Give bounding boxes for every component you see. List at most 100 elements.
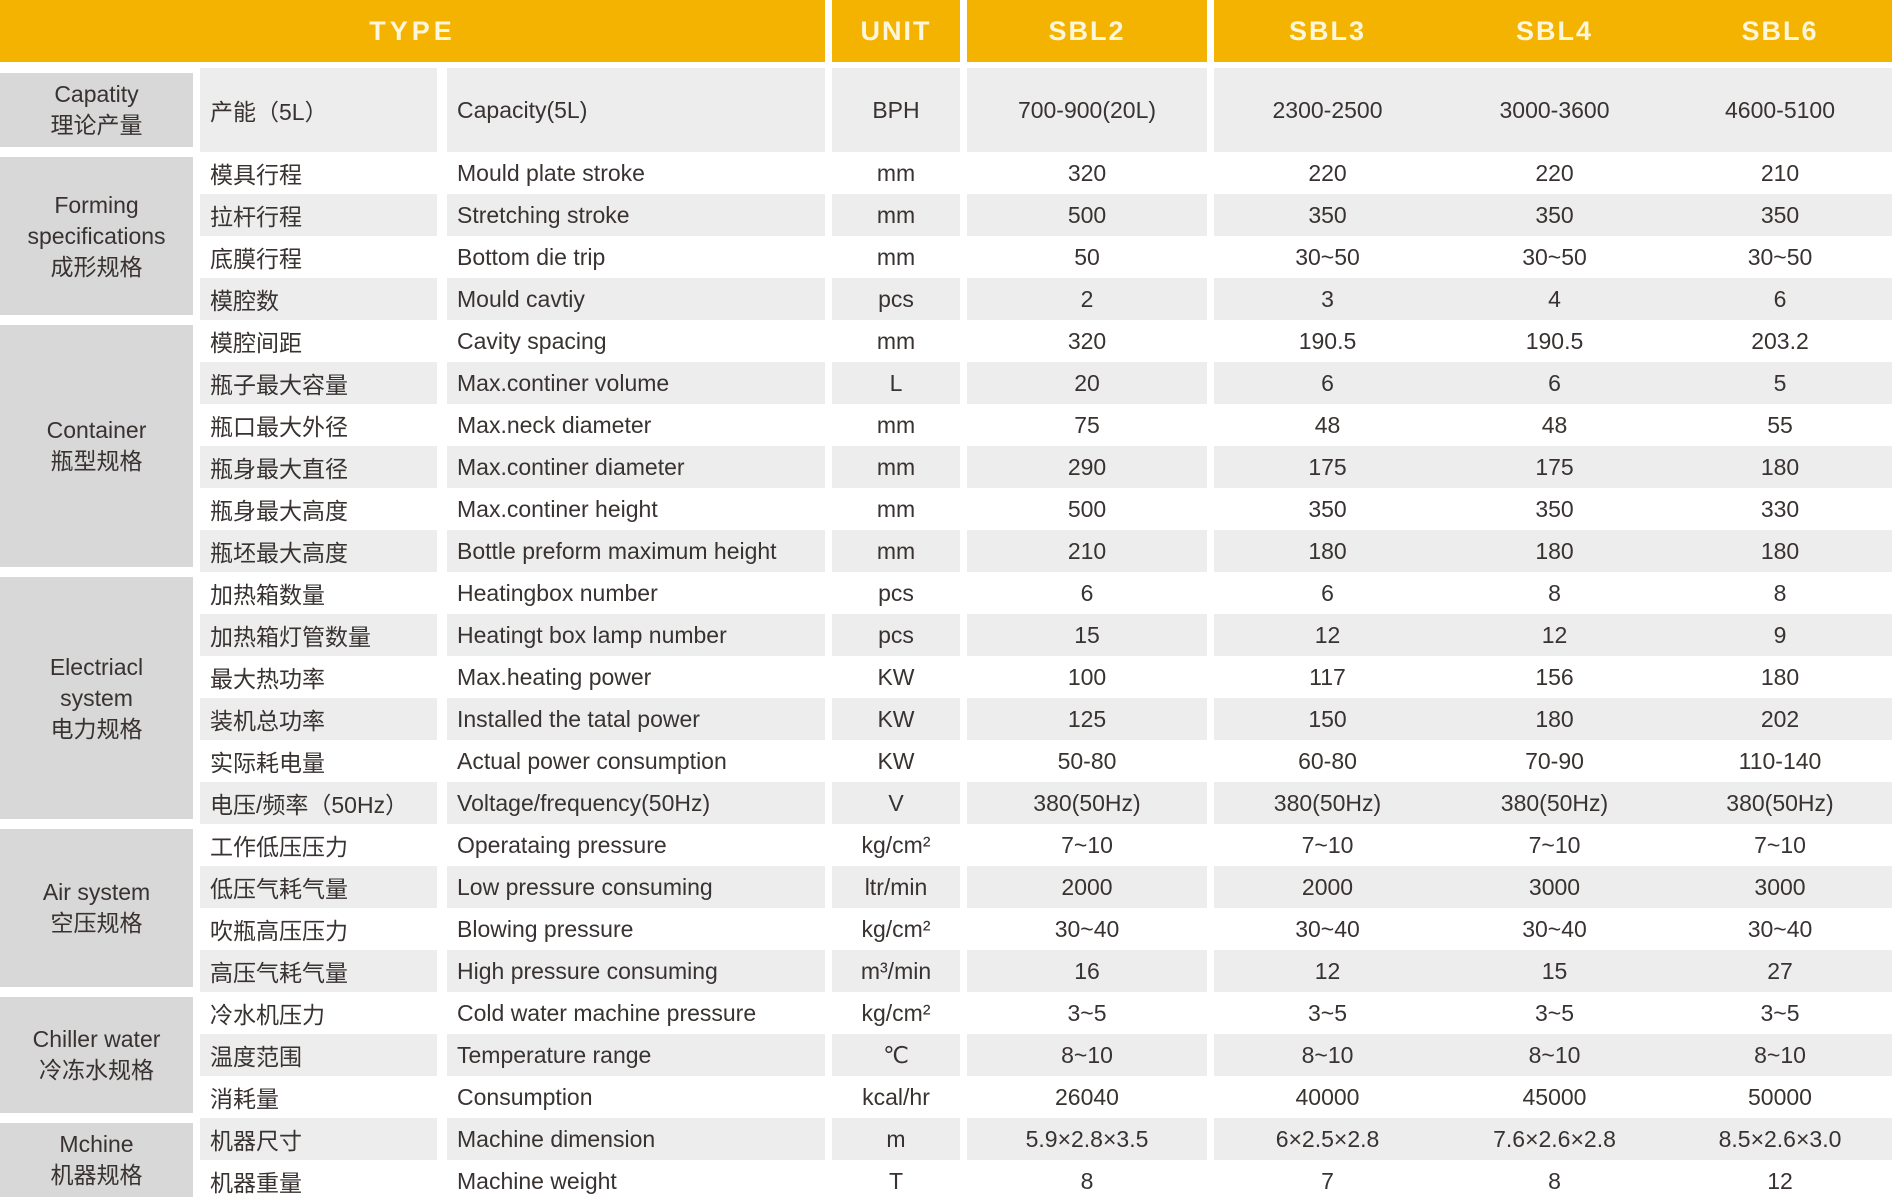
cell-value-sbl4: 70-90 [1525, 747, 1584, 774]
cell-value-sbl6: 3~5 [1760, 999, 1800, 1026]
column-divider [825, 530, 832, 572]
cell-cn-label: 加热箱数量 [210, 582, 325, 608]
cell-value-sbl3: 6 [1214, 362, 1441, 404]
column-divider [960, 320, 967, 362]
column-divider [825, 866, 832, 908]
cell-value-sbl4: 30~40 [1522, 915, 1587, 942]
column-divider [825, 824, 832, 866]
cell-unit: m³/min [832, 950, 960, 992]
cell-value-sbl2: 125 [967, 698, 1207, 740]
cell-cn-label: 装机总功率 [200, 698, 437, 740]
column-divider [960, 152, 967, 194]
cell-value-sbl4: 156 [1535, 663, 1574, 690]
cell-cn-label: 瓶身最大直径 [200, 446, 437, 488]
cell-en-label: Stretching stroke [447, 194, 825, 236]
cell-value-sbl3: 180 [1214, 530, 1441, 572]
section-category: Air system 空压规格 [0, 829, 193, 987]
col-header-model-group: SBL3 SBL4 SBL6 [1214, 0, 1892, 62]
column-divider [825, 698, 832, 740]
col-header-unit: UNIT [832, 0, 960, 62]
table-row: 温度范围 Temperature range ℃ 8~10 8~10 8~10 8~10 [200, 1034, 1892, 1076]
cell-value-sbl6: 55 [1767, 411, 1793, 438]
cell-value-sbl6: 8 [1773, 579, 1787, 606]
column-divider [960, 992, 967, 1034]
cell-value-sbl2: 210 [967, 530, 1207, 572]
cell-unit: pcs [832, 278, 960, 320]
cell-value-sbl3: 350 [1214, 194, 1441, 236]
column-divider [1207, 362, 1214, 404]
cell-value-sbl2: 50 [1074, 243, 1100, 270]
cell-cn-label: 瓶子最大容量 [200, 362, 437, 404]
cell-value-sbl6: 203.2 [1751, 327, 1809, 354]
col-header-type: TYPE [0, 0, 825, 62]
column-divider [1207, 614, 1214, 656]
cell-unit: kg/cm² [861, 831, 931, 858]
section-category-label: Chiller water [32, 1026, 161, 1052]
cell-value-sbl6: 30~50 [1747, 243, 1813, 270]
cell-unit: kg/cm² [861, 999, 931, 1026]
cell-en-label: Max.heating power [457, 663, 652, 690]
cell-en-label: Cold water machine pressure [457, 999, 757, 1026]
table-row: 拉杆行程 Stretching stroke mm 500 350 350 350 [200, 194, 1892, 236]
cell-value-sbl3: 48 [1314, 411, 1341, 438]
cell-value-sbl4: 3000-3600 [1441, 68, 1668, 152]
cell-value-sbl3: 40000 [1295, 1083, 1360, 1110]
column-divider [1207, 236, 1214, 278]
section-category: Capatity 理论产量 [0, 73, 193, 147]
section-category-label: system [60, 684, 133, 711]
cell-unit: mm [832, 194, 960, 236]
table-row: 电压/频率（50Hz） Voltage/frequency(50Hz) V 380(5… [200, 782, 1892, 824]
cell-en-label: Max.neck diameter [457, 411, 652, 438]
cell-value-sbl4: 190.5 [1525, 327, 1584, 354]
cell-value-sbl2: 290 [967, 446, 1207, 488]
column-divider [825, 950, 832, 992]
cell-unit: mm [876, 243, 916, 270]
cell-unit: L [832, 362, 960, 404]
column-divider [825, 572, 832, 614]
column-divider [825, 1034, 832, 1076]
column-divider [1207, 740, 1214, 782]
table-row: 实际耗电量 Actual power consumption KW 50-80 60-8… [200, 740, 1892, 782]
cell-unit: BPH [832, 68, 960, 152]
column-divider [437, 950, 447, 992]
column-divider [825, 1160, 832, 1202]
cell-en-label: Low pressure consuming [447, 866, 825, 908]
column-divider [1207, 1160, 1214, 1202]
table-row: 瓶身最大高度 Max.continer height mm 500 350 350 330 [200, 488, 1892, 530]
cell-value-sbl2: 380(50Hz) [967, 782, 1207, 824]
col-header-sbl2: SBL2 [967, 0, 1207, 62]
column-divider [1207, 530, 1214, 572]
column-divider [1207, 152, 1214, 194]
column-divider [437, 1160, 447, 1202]
cell-value-sbl6: 30~40 [1747, 915, 1813, 942]
table-body: Capatity 理论产量 产能（5L） Capacity(5L) BPH 700-900… [0, 68, 1892, 1202]
cell-value-sbl3: 175 [1214, 446, 1441, 488]
section-category-label: 瓶型规格 [50, 448, 143, 474]
table-row: 模具行程 Mould plate stroke mm 320 220 220 210 [200, 152, 1892, 194]
cell-value-sbl4: 180 [1441, 698, 1668, 740]
section-category-label: Air system [42, 879, 151, 905]
cell-value-sbl6: 180 [1760, 663, 1800, 690]
cell-value-sbl2: 75 [1074, 411, 1100, 438]
cell-value-sbl3: 12 [1214, 614, 1441, 656]
column-divider [437, 824, 447, 866]
cell-value-sbl6: 50000 [1748, 1083, 1812, 1110]
column-divider [437, 152, 447, 194]
cell-unit: ltr/min [832, 866, 960, 908]
column-divider [960, 824, 967, 866]
cell-value-sbl4: 8 [1548, 579, 1561, 606]
column-divider [1207, 488, 1214, 530]
cell-value-sbl3: 380(50Hz) [1214, 782, 1441, 824]
cell-value-sbl2: 3~5 [1067, 999, 1107, 1026]
cell-en-label: High pressure consuming [447, 950, 825, 992]
cell-value-sbl3: 6×2.5×2.8 [1214, 1118, 1441, 1160]
column-divider [1207, 824, 1214, 866]
column-divider [437, 530, 447, 572]
column-divider [960, 68, 967, 152]
cell-value-sbl2: 16 [967, 950, 1207, 992]
table-row: 冷水机压力 Cold water machine pressure kg/cm² 3~… [200, 992, 1892, 1034]
column-divider [437, 236, 447, 278]
cell-value-sbl6: 8~10 [1668, 1034, 1892, 1076]
cell-value-sbl3: 60-80 [1298, 747, 1357, 774]
